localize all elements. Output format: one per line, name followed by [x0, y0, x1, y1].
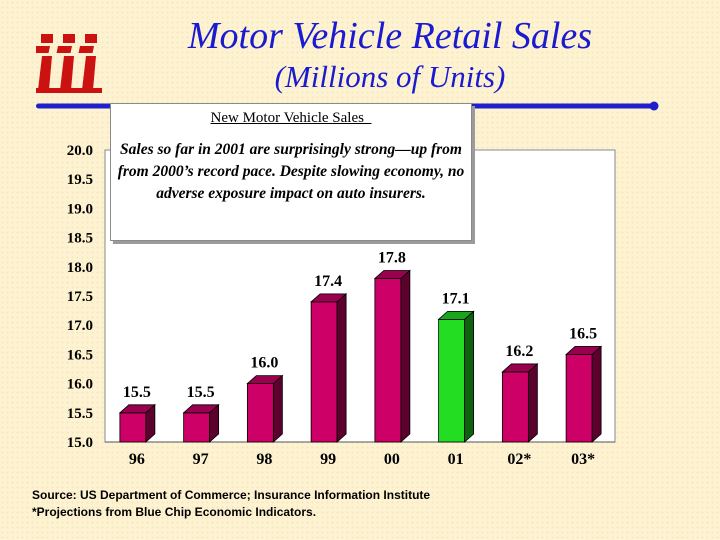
- bar-front: [565, 353, 593, 443]
- data-label: 16.0: [250, 355, 278, 372]
- data-label: 15.5: [187, 384, 215, 401]
- y-tick-label: 19.0: [67, 201, 93, 217]
- bar-top: [118, 404, 156, 414]
- y-tick-label: 15.5: [67, 406, 93, 422]
- bar-front: [501, 371, 529, 443]
- bar-side: [464, 310, 475, 443]
- y-tick-label: 15.0: [67, 435, 93, 451]
- data-label: 17.1: [442, 290, 470, 307]
- data-label: 16.2: [505, 343, 533, 360]
- bar-02*: [501, 363, 539, 443]
- source-note: Source: US Department of Commerce; Insur…: [32, 488, 431, 502]
- bar-top: [437, 310, 475, 320]
- data-label: 17.8: [378, 249, 406, 266]
- x-tick-label: 02*: [507, 451, 531, 468]
- bar-top: [565, 345, 603, 355]
- y-tick-label: 19.5: [67, 172, 93, 188]
- x-tick-label: 98: [256, 451, 272, 468]
- bar-front: [183, 412, 211, 443]
- x-tick-label: 03*: [571, 451, 595, 468]
- bar-97: [182, 403, 220, 443]
- y-tick-label: 16.5: [67, 347, 93, 363]
- y-tick-label: 16.0: [67, 377, 93, 393]
- bar-00: [373, 269, 411, 443]
- bar-side: [527, 363, 538, 443]
- bar-side: [336, 292, 347, 443]
- y-tick-label: 18.5: [67, 231, 93, 247]
- bar-99: [310, 292, 348, 443]
- page-subtitle: (Millions of Units): [274, 59, 506, 94]
- iii-logo: [36, 34, 102, 93]
- x-tick-label: 97: [193, 451, 209, 468]
- bar-top: [501, 363, 539, 373]
- bar-side: [400, 269, 411, 443]
- bar-side: [591, 345, 602, 443]
- callout-heading: New Motor Vehicle Sales: [210, 110, 372, 126]
- bar-front: [310, 301, 338, 443]
- callout-box: New Motor Vehicle Sales Sales so far in …: [110, 103, 472, 241]
- data-label: 16.5: [569, 325, 597, 342]
- y-tick-label: 17.0: [67, 318, 93, 334]
- callout-text: Sales so far in 2001 are surprisingly st…: [117, 141, 465, 202]
- bar-top: [373, 270, 411, 279]
- bar-front: [246, 383, 274, 443]
- x-tick-label: 96: [129, 451, 145, 468]
- bar-front: [374, 278, 402, 443]
- bar-top: [246, 375, 284, 385]
- page-title: Motor Vehicle Retail Sales: [187, 15, 593, 57]
- bar-96: [118, 403, 156, 443]
- bar-top: [182, 404, 220, 414]
- bar-03*: [565, 345, 603, 443]
- y-tick-label: 18.0: [67, 260, 93, 276]
- y-tick-label: 20.0: [67, 143, 93, 159]
- bar-98: [246, 374, 284, 443]
- data-label: 17.4: [314, 273, 342, 290]
- y-tick-label: 17.5: [67, 289, 93, 305]
- bar-side: [272, 374, 283, 443]
- x-tick-label: 99: [320, 451, 336, 468]
- bar-front: [438, 318, 466, 443]
- footnotes: Source: US Department of Commerce; Insur…: [32, 487, 430, 521]
- data-label: 15.5: [123, 384, 151, 401]
- bar-front: [119, 412, 147, 443]
- projection-note: *Projections from Blue Chip Economic Ind…: [32, 505, 317, 519]
- bar-top: [310, 293, 348, 303]
- x-tick-label: 01: [448, 451, 464, 468]
- bar-01: [437, 310, 475, 443]
- x-tick-label: 00: [384, 451, 400, 468]
